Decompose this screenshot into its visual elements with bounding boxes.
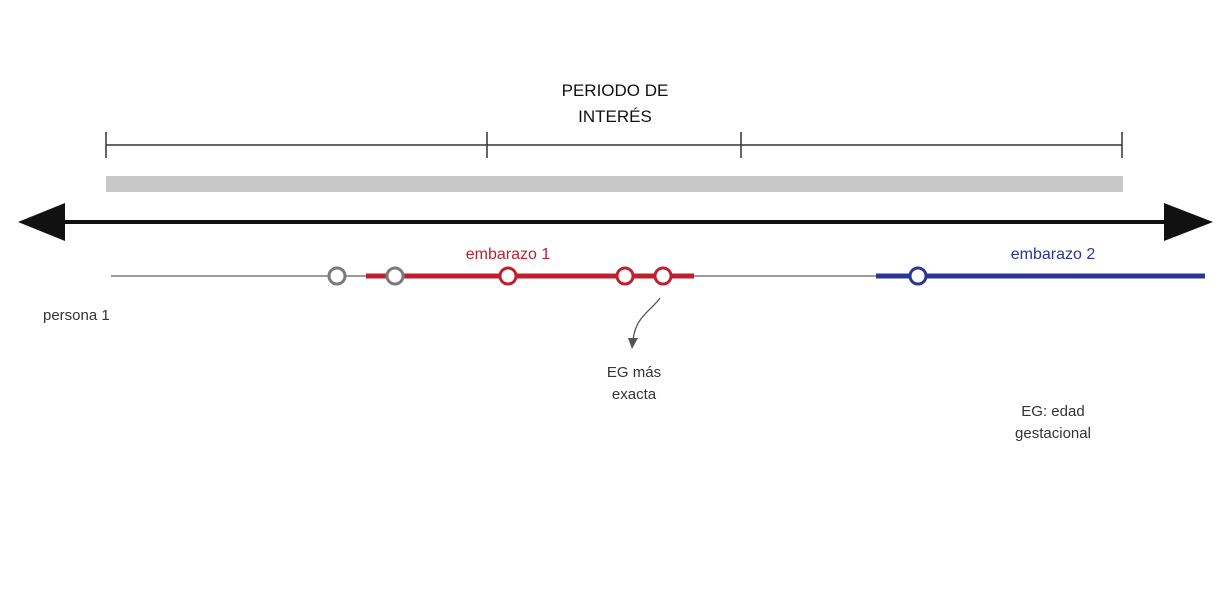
time-axis bbox=[18, 203, 1213, 241]
annotation-arrow bbox=[628, 297, 661, 349]
person-timeline bbox=[111, 266, 1205, 286]
period-title-line2: INTERÉS bbox=[578, 107, 652, 126]
person-label: persona 1 bbox=[43, 307, 110, 324]
marker-red-3 bbox=[653, 266, 673, 286]
marker-gray-2 bbox=[385, 266, 405, 286]
annotation-arrow-curve bbox=[632, 297, 661, 341]
arrow-right-icon bbox=[1164, 203, 1213, 241]
legend-line2: gestacional bbox=[1015, 425, 1091, 442]
legend-line1: EG: edad bbox=[1021, 403, 1084, 420]
pregnancy-1-label: embarazo 1 bbox=[466, 246, 551, 263]
pregnancy-2-label: embarazo 2 bbox=[1011, 246, 1096, 263]
arrow-left-icon bbox=[18, 203, 65, 241]
marker-red-1 bbox=[498, 266, 518, 286]
annotation-line1: EG más bbox=[607, 364, 661, 381]
annotation-line2: exacta bbox=[612, 386, 657, 403]
marker-gray-1 bbox=[327, 266, 347, 286]
annotation-arrowhead-icon bbox=[628, 338, 638, 349]
period-bar bbox=[106, 176, 1123, 192]
marker-red-2 bbox=[615, 266, 635, 286]
period-bracket bbox=[105, 132, 1123, 158]
marker-blue-1 bbox=[908, 266, 928, 286]
period-title-line1: PERIODO DE bbox=[562, 81, 669, 100]
